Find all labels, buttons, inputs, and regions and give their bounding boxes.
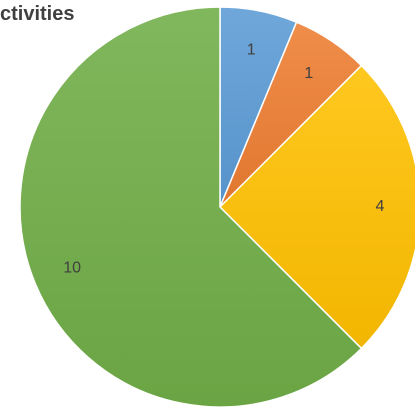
pie-slice-4: [19, 6, 363, 408]
pie-slice-3: [218, 64, 415, 350]
chart-title: ctivities: [0, 3, 74, 25]
pie-data-label-1: 1: [247, 41, 256, 58]
pie-data-labels: 1 1 4 10: [63, 41, 384, 276]
pie-data-label-2: 1: [304, 65, 313, 82]
pie-data-label-3: 4: [376, 198, 385, 215]
pie-data-label-4: 10: [63, 259, 81, 276]
pie-slices: [19, 6, 415, 408]
